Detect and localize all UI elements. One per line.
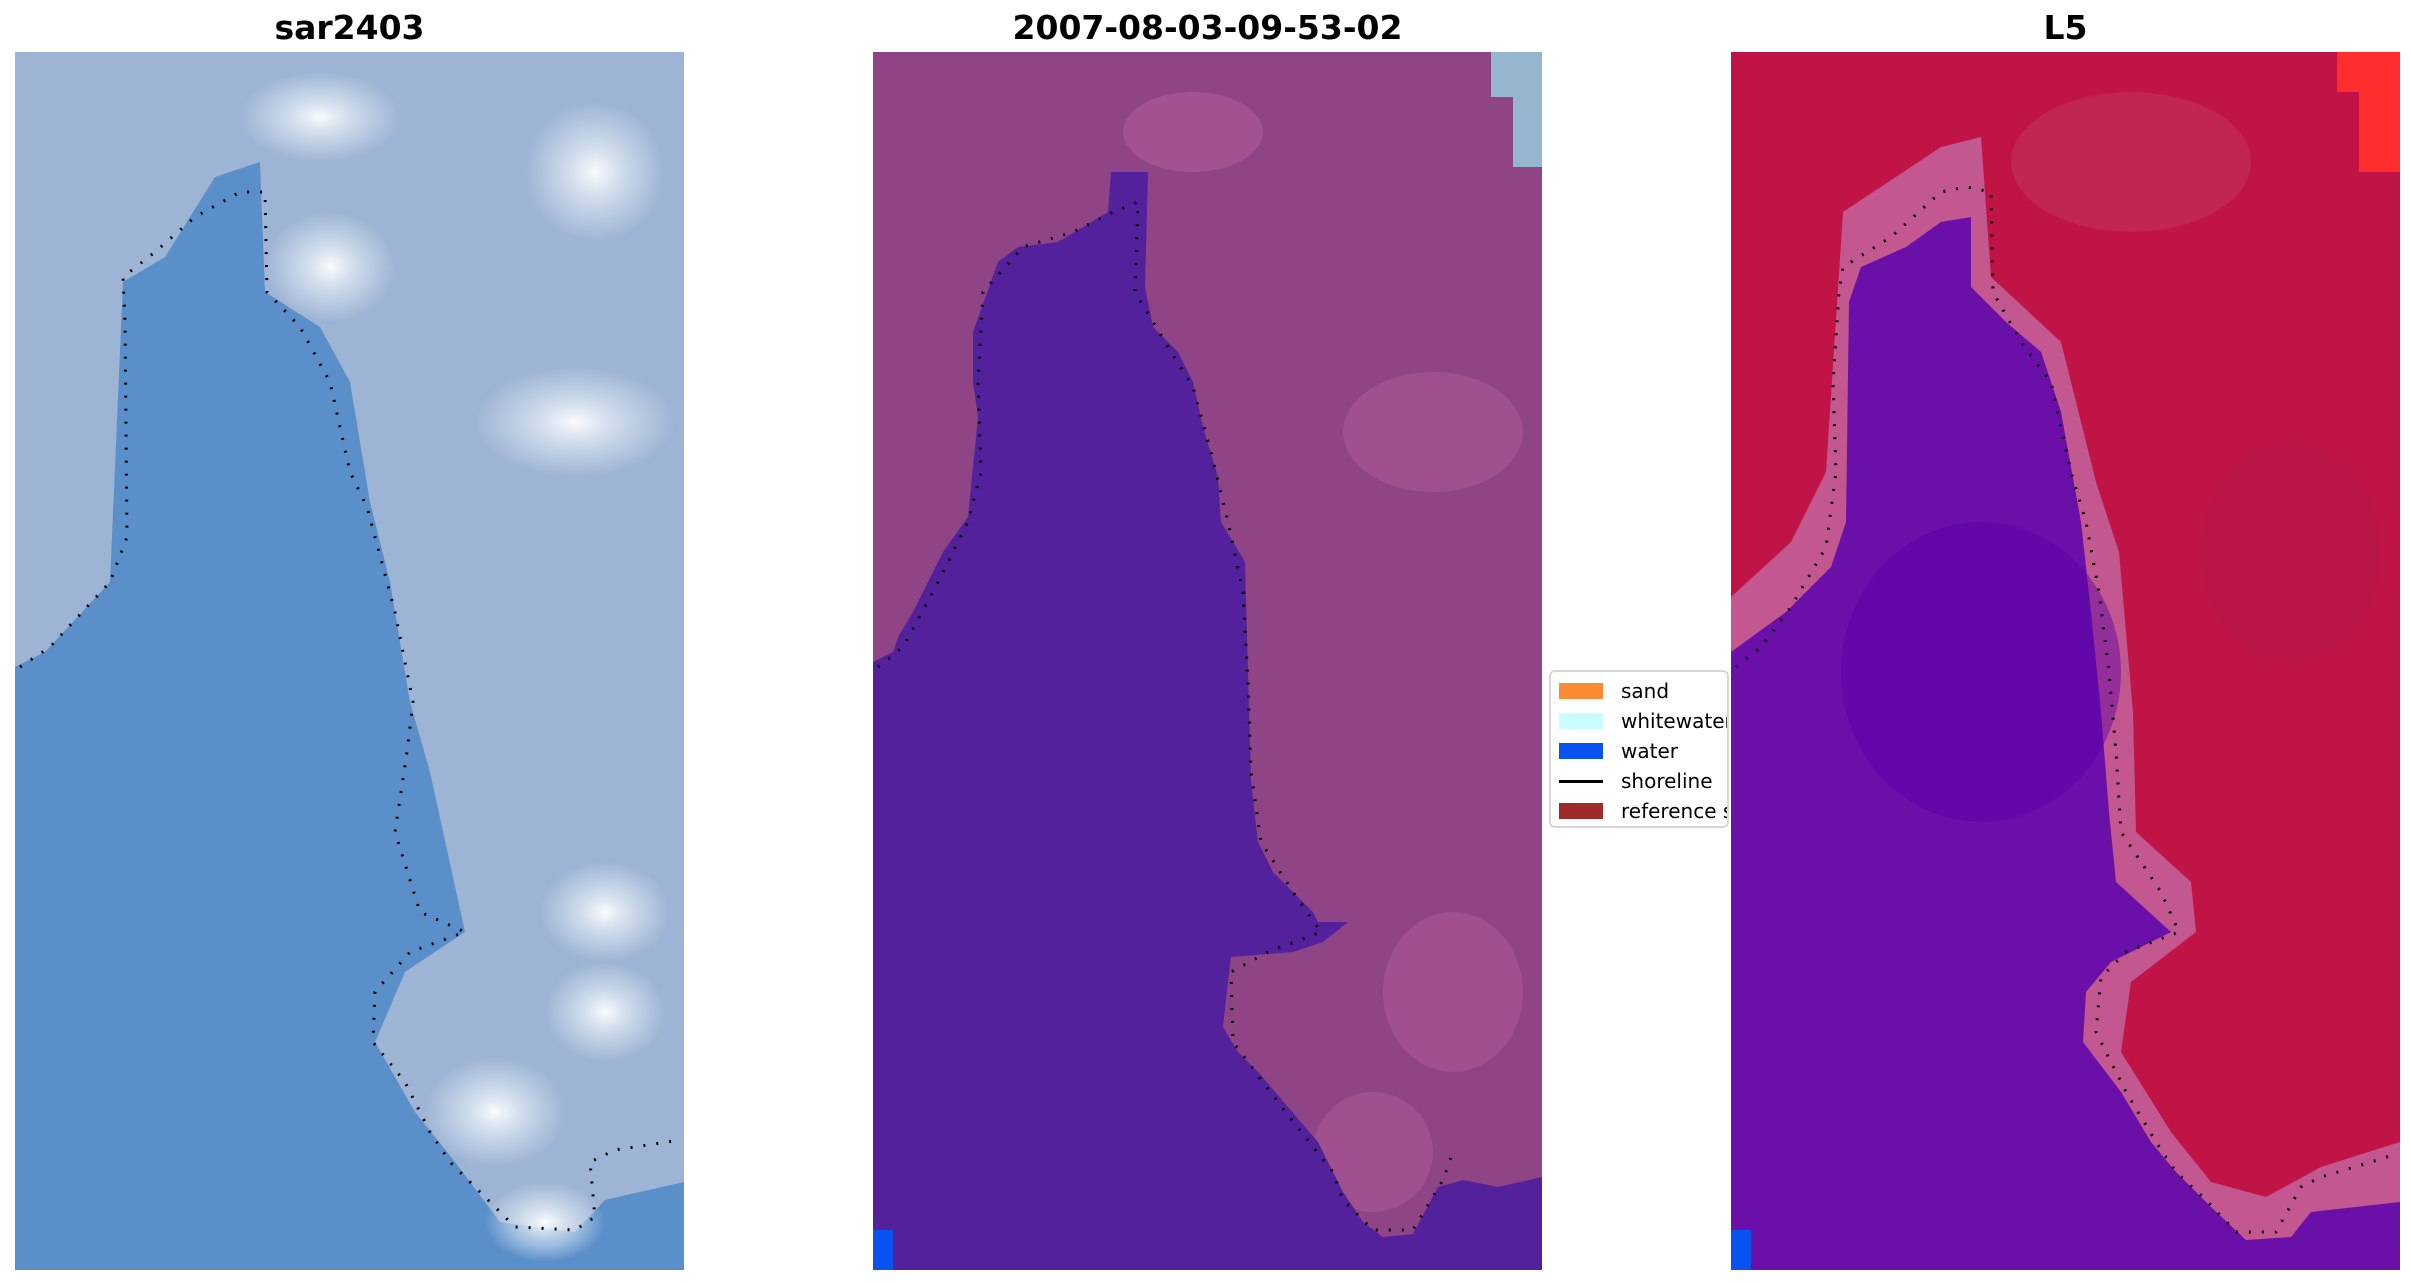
panel-title-index: L5 (2043, 8, 2088, 47)
sand-swatch (1559, 683, 1603, 699)
rgb-image-panel (15, 52, 684, 1270)
whitewater-swatch (1559, 713, 1603, 729)
index-image-panel (1731, 52, 2400, 1270)
panel-title-rgb: sar2403 (274, 8, 425, 47)
legend-item-reference: reference s (1559, 798, 1729, 824)
classified-image-panel (873, 52, 1542, 1270)
classified-water-area (873, 172, 1542, 1270)
panel-title-classified: 2007-08-03-09-53-02 (1012, 8, 1403, 47)
legend-label-shoreline: shoreline (1621, 769, 1713, 793)
legend-item-shoreline: shoreline (1559, 768, 1713, 794)
legend-item-whitewater: whitewater (1559, 708, 1729, 734)
legend: sand whitewater water shoreline referenc… (1549, 670, 1729, 828)
legend-item-water: water (1559, 738, 1678, 764)
legend-label-whitewater: whitewater (1621, 709, 1729, 733)
legend-label-reference: reference s (1621, 799, 1729, 823)
legend-label-water: water (1621, 739, 1678, 763)
legend-label-sand: sand (1621, 679, 1670, 703)
legend-item-sand: sand (1559, 678, 1669, 704)
index-water-area (1731, 217, 2400, 1270)
shoreline-swatch (1559, 779, 1603, 783)
water-swatch (1559, 743, 1603, 759)
reference-swatch (1559, 803, 1603, 819)
rgb-water-area (15, 162, 684, 1270)
classified-shoreline (877, 199, 1455, 1232)
rgb-shoreline (19, 190, 681, 1232)
